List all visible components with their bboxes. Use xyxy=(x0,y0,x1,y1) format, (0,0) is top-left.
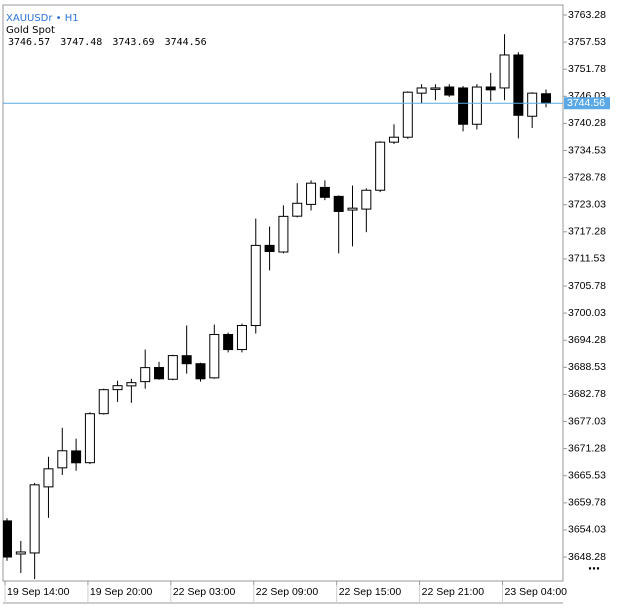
candle-body xyxy=(471,86,482,125)
candle-body xyxy=(264,244,275,253)
candle-body xyxy=(98,389,109,415)
candle-body xyxy=(306,182,317,205)
y-tick-label: 3763.28 xyxy=(568,9,606,21)
candle-body xyxy=(458,87,469,125)
ohlc-readout: 3746.57 3747.48 3743.69 3744.56 xyxy=(8,37,207,48)
candle-body xyxy=(347,207,358,211)
candle-body xyxy=(126,382,137,387)
readout-close: 3744.56 xyxy=(165,37,207,48)
candle-body xyxy=(485,86,496,91)
candles xyxy=(3,34,551,580)
y-tick-label: 3740.28 xyxy=(568,117,606,129)
y-tick-label: 3665.53 xyxy=(568,470,606,482)
candle-body xyxy=(292,202,303,217)
candle-body xyxy=(195,363,206,380)
y-tick-label: 3694.28 xyxy=(568,334,606,346)
y-tick-label: 3677.03 xyxy=(568,415,606,427)
x-tick-label: 22 Sep 15:00 xyxy=(339,586,402,598)
y-tick-label: 3648.28 xyxy=(568,551,606,563)
y-tick-label: 3734.53 xyxy=(568,144,606,156)
candle-body xyxy=(29,484,40,554)
y-tick-label: 3671.28 xyxy=(568,442,606,454)
candle-body xyxy=(361,189,372,210)
candle-body xyxy=(444,86,455,96)
y-tick-label: 3728.78 xyxy=(568,171,606,183)
x-tick-label: 22 Sep 03:00 xyxy=(173,586,236,598)
readout-open: 3746.57 xyxy=(8,37,50,48)
x-tick-label: 19 Sep 14:00 xyxy=(7,586,70,598)
plot-area xyxy=(2,4,564,582)
chart-title: XAUUSDr • H1 xyxy=(6,13,79,24)
candle-body xyxy=(416,87,427,94)
candle-body xyxy=(71,450,82,464)
y-tick-label: 3711.53 xyxy=(568,253,605,265)
x-tick-label: 22 Sep 09:00 xyxy=(256,586,319,598)
candle-body xyxy=(499,54,510,89)
candle-body xyxy=(513,54,524,116)
readout-low: 3743.69 xyxy=(112,37,154,48)
candle-body xyxy=(112,385,123,391)
y-tick-label: 3757.53 xyxy=(568,36,606,48)
candle-body xyxy=(223,333,234,351)
candle-body xyxy=(43,468,54,488)
readout-high: 3747.48 xyxy=(60,37,102,48)
y-tick-label: 3717.28 xyxy=(568,226,606,238)
more-icon[interactable]: ⋯ xyxy=(588,562,600,576)
candle-body xyxy=(57,450,68,469)
candle-body xyxy=(84,413,95,464)
candle-body xyxy=(375,141,386,191)
current-price-label: 3744.56 xyxy=(567,97,605,109)
candle-body xyxy=(541,93,551,104)
y-tick-label: 3723.03 xyxy=(568,198,606,210)
y-tick-label: 3682.78 xyxy=(568,388,606,400)
candle-body xyxy=(430,87,441,90)
candle-body xyxy=(333,195,344,212)
x-tick-label: 23 Sep 04:00 xyxy=(505,586,568,598)
chart-subtitle: Gold Spot xyxy=(6,25,55,36)
candle-body xyxy=(167,355,178,380)
candle-body xyxy=(236,325,247,351)
y-tick-label: 3654.03 xyxy=(568,524,606,536)
candle-body xyxy=(140,367,151,383)
y-tick-label: 3659.78 xyxy=(568,497,606,509)
candle-body xyxy=(154,366,165,380)
candle-body xyxy=(402,91,413,138)
y-tick-label: 3705.78 xyxy=(568,280,606,292)
candle-body xyxy=(388,136,399,143)
current-price-tag xyxy=(564,97,610,110)
candle-body xyxy=(319,186,330,198)
x-tick-label: 22 Sep 21:00 xyxy=(422,586,485,598)
candle-body xyxy=(209,333,220,379)
candle-body xyxy=(181,355,192,365)
candle-body xyxy=(250,244,261,327)
candle-body xyxy=(527,92,538,117)
y-tick-label: 3751.78 xyxy=(568,63,606,75)
y-tick-label: 3688.53 xyxy=(568,361,606,373)
y-tick-label: 3700.03 xyxy=(568,307,606,319)
x-tick-label: 19 Sep 20:00 xyxy=(90,586,153,598)
candle-body xyxy=(3,520,12,558)
candle-body xyxy=(278,215,289,253)
candle-body xyxy=(15,551,26,555)
